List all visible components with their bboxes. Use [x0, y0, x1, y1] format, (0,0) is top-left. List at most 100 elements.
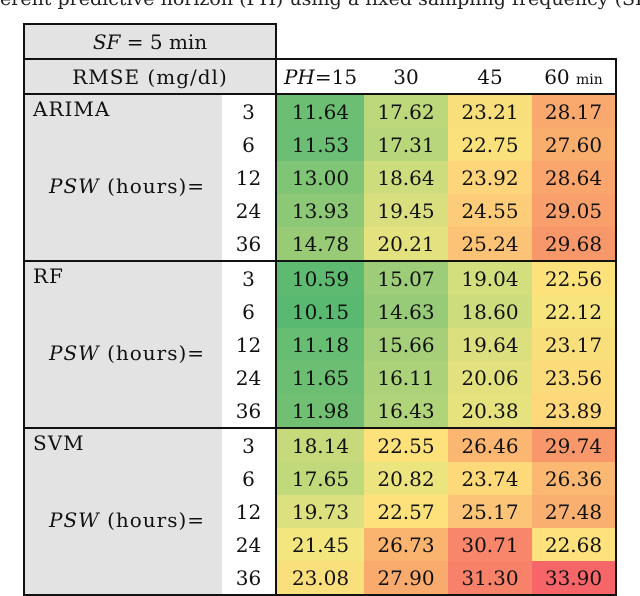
psw-symbol: PSW	[49, 174, 100, 198]
rmse-cell: 13.93	[275, 194, 364, 227]
table-row: 24 13.93 19.45 24.55 29.05	[24, 194, 617, 227]
psw-value: 12	[222, 495, 276, 528]
table-row: 36 14.78 20.21 25.24 29.68	[24, 227, 617, 261]
rmse-cell: 29.68	[532, 227, 617, 261]
psw-value: 6	[222, 295, 276, 328]
table-row: 24 21.45 26.73 30.71 22.68	[24, 528, 617, 561]
psw-value: 3	[222, 427, 276, 462]
rmse-cell: 15.66	[364, 328, 448, 361]
table-row: 36 11.98 16.43 20.38 23.89	[24, 394, 617, 428]
sf-label-cell: SF = 5 min	[23, 23, 277, 60]
ph-header-3: 45	[448, 58, 532, 95]
rmse-cell: 18.64	[364, 161, 448, 194]
psw-value: 12	[222, 328, 276, 361]
ph-unit: min	[576, 71, 603, 88]
table-row: 12 13.00 18.64 23.92 28.64	[24, 161, 617, 194]
psw-value: 24	[222, 361, 276, 394]
psw-unit: (hours)=	[99, 341, 206, 365]
rmse-cell: 27.90	[364, 561, 448, 596]
rmse-cell: 29.05	[532, 194, 617, 227]
psw-value: 6	[222, 462, 276, 495]
psw-value: 6	[222, 128, 276, 161]
ph-value-15: =15	[314, 64, 358, 89]
rmse-cell: 15.07	[364, 260, 448, 295]
rmse-cell: 11.18	[275, 328, 364, 361]
group-label-svm: SVM PSW (hours)=	[23, 427, 222, 596]
rmse-cell: 23.92	[448, 161, 532, 194]
psw-value: 36	[222, 394, 276, 428]
group-label-rf: RF PSW (hours)=	[23, 260, 222, 428]
rmse-cell: 11.65	[275, 361, 364, 394]
ph-header-4: 60 min	[532, 58, 617, 95]
table-row: SVM PSW (hours)= 3 18.14 22.55 26.46 29.74	[23, 427, 617, 596]
rmse-cell: 24.55	[448, 194, 532, 227]
rmse-cell: 30.71	[448, 528, 532, 561]
psw-value: 24	[222, 528, 276, 561]
rmse-cell: 16.43	[364, 394, 448, 428]
rmse-cell: 22.55	[364, 427, 448, 462]
table-row: 6 11.53 17.31 22.75 27.60	[24, 128, 617, 161]
rmse-cell: 23.08	[275, 561, 364, 596]
table-row: 12 11.18 15.66 19.64 23.17	[24, 328, 617, 361]
rmse-cell: 20.06	[448, 361, 532, 394]
rmse-cell: 19.45	[364, 194, 448, 227]
rmse-cell: 11.64	[275, 93, 364, 128]
rmse-cell: 18.60	[448, 295, 532, 328]
rmse-cell: 25.17	[448, 495, 532, 528]
rmse-cell: 23.17	[532, 328, 617, 361]
ph-value-60: 60	[544, 64, 570, 89]
psw-value: 3	[222, 93, 276, 128]
table-row: 24 11.65 16.11 20.06 23.56	[24, 361, 617, 394]
rmse-cell: 19.04	[448, 260, 532, 295]
rmse-cell: 21.45	[275, 528, 364, 561]
rmse-cell: 29.74	[532, 427, 617, 462]
table-caption: erent predictive horizon (PH) using a fi…	[0, 0, 640, 12]
model-name: ARIMA	[33, 97, 111, 121]
rmse-cell: 19.64	[448, 328, 532, 361]
rmse-cell: 22.12	[532, 295, 617, 328]
rmse-cell: 17.62	[364, 93, 448, 128]
rmse-cell: 27.48	[532, 495, 617, 528]
rmse-cell: 27.60	[532, 128, 617, 161]
model-name: RF	[33, 264, 64, 288]
psw-unit: (hours)=	[99, 508, 206, 532]
rmse-cell: 19.73	[275, 495, 364, 528]
sf-symbol: SF	[92, 29, 121, 54]
rmse-cell: 31.30	[448, 561, 532, 596]
rmse-cell: 14.63	[364, 295, 448, 328]
rmse-cell: 11.53	[275, 128, 364, 161]
rmse-cell: 28.64	[532, 161, 617, 194]
rmse-cell: 26.46	[448, 427, 532, 462]
rmse-cell: 28.17	[532, 93, 617, 128]
table-row: 6 17.65 20.82 23.74 26.36	[24, 462, 617, 495]
rmse-cell: 22.56	[532, 260, 617, 295]
rmse-cell: 25.24	[448, 227, 532, 261]
table-row: 12 19.73 22.57 25.17 27.48	[24, 495, 617, 528]
rmse-cell: 20.38	[448, 394, 532, 428]
rmse-cell: 14.78	[275, 227, 364, 261]
psw-value: 36	[222, 561, 276, 596]
rmse-cell: 26.73	[364, 528, 448, 561]
rmse-cell: 17.31	[364, 128, 448, 161]
psw-label: PSW (hours)=	[49, 508, 205, 532]
psw-symbol: PSW	[49, 341, 100, 365]
rmse-cell: 13.00	[275, 161, 364, 194]
psw-symbol: PSW	[49, 508, 100, 532]
ph-value: 30	[393, 64, 419, 89]
table-row: ARIMA PSW (hours)= 3 11.64 17.62 23.21 28.17	[23, 93, 617, 261]
metric-label: RMSE (mg/dl)	[23, 58, 277, 95]
rmse-heatmap-table: SF = 5 min RMSE (mg/dl) PH=15 30 45 60 min ARI…	[23, 23, 617, 596]
table-row: 6 10.15 14.63 18.60 22.12	[24, 295, 617, 328]
rmse-cell: 10.59	[275, 260, 364, 295]
rmse-cell: 23.89	[532, 394, 617, 428]
ph-header-2: 30	[364, 58, 448, 95]
rmse-cell: 10.15	[275, 295, 364, 328]
ph-symbol: PH	[283, 64, 315, 89]
table-row: RF PSW (hours)= 3 10.59 15.07 19.04 22.56	[23, 260, 617, 428]
rmse-cell: 22.75	[448, 128, 532, 161]
ph-header-1: PH=15	[276, 58, 364, 95]
psw-value: 12	[222, 161, 276, 194]
ph-value: 45	[477, 64, 503, 89]
group-label-arima: ARIMA PSW (hours)=	[23, 93, 222, 261]
psw-value: 3	[222, 260, 276, 295]
